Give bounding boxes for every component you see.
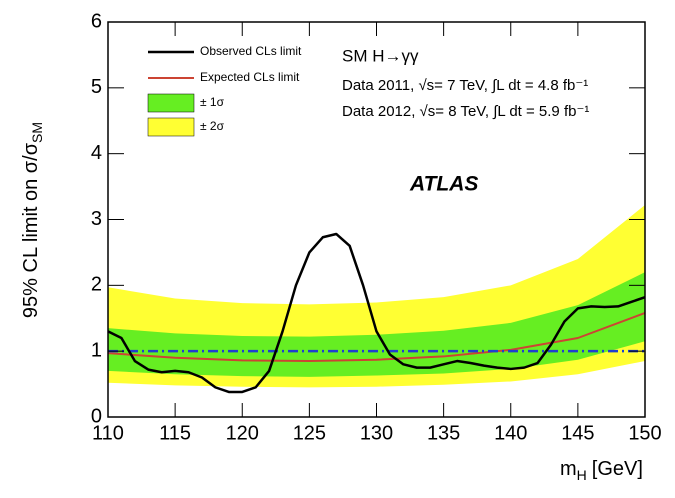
x-axis-label: mH [GeV] [560, 458, 643, 482]
y-tick-label: 5 [91, 76, 102, 98]
x-tick-label: 150 [628, 422, 661, 444]
y-label-main: 95% CL limit on σ/σ [20, 142, 42, 318]
y-label-sub: SM [29, 122, 45, 143]
x-tick-label: 140 [494, 422, 527, 444]
observed-line [107, 232, 646, 394]
legend-swatch [147, 93, 195, 113]
x-tick-label: 125 [293, 422, 326, 444]
x-label-sub: H [577, 467, 587, 483]
y-tick-label: 1 [91, 339, 102, 361]
annotation: SM H→γγ [342, 46, 419, 65]
y-tick-label: 2 [91, 274, 102, 296]
x-tick-label: 135 [427, 422, 460, 444]
y-tick-label: 0 [91, 405, 102, 427]
legend-swatch [147, 117, 195, 137]
y-tick-label: 3 [91, 208, 102, 230]
x-tick-label: 130 [360, 422, 393, 444]
y-tick-label: 4 [91, 142, 102, 164]
legend-label: Observed CLs limit [200, 44, 302, 58]
y-axis-label: 95% CL limit on σ/σSM [20, 122, 44, 318]
x-label-unit: [GeV] [592, 458, 643, 480]
y-tick-label: 6 [91, 10, 102, 32]
expected-line [107, 312, 646, 363]
legend-label: ± 1σ [200, 95, 225, 109]
x-label-main: m [560, 458, 577, 480]
x-tick-label: 115 [159, 422, 191, 444]
x-tick-label: 110 [92, 422, 124, 444]
legend-label: ± 2σ [200, 119, 225, 133]
legend-label: Expected CLs limit [200, 70, 300, 84]
x-tick-label: 120 [226, 422, 259, 444]
x-tick-label: 145 [561, 422, 594, 444]
atlas-label: ATLAS [409, 173, 478, 196]
annotation: Data 2011, √s= 7 TeV, ∫L dt = 4.8 fb⁻¹ [342, 77, 588, 94]
annotation: Data 2012, √s= 8 TeV, ∫L dt = 5.9 fb⁻¹ [342, 103, 589, 120]
